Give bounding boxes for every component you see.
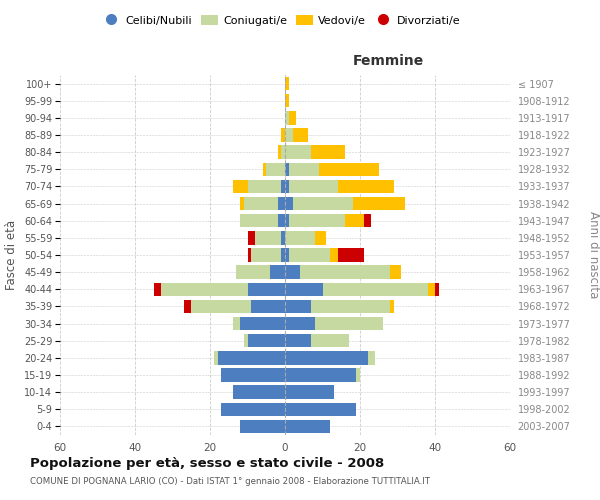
Bar: [277, 146, 281, 159]
Bar: [300, 266, 390, 279]
Bar: [285, 146, 311, 159]
Bar: [285, 111, 289, 124]
Bar: [285, 386, 334, 399]
Bar: [289, 214, 345, 228]
Bar: [289, 248, 330, 262]
Bar: [285, 420, 330, 433]
Bar: [240, 214, 277, 228]
Bar: [285, 94, 289, 108]
Bar: [281, 128, 285, 141]
Bar: [281, 248, 285, 262]
Bar: [315, 231, 326, 244]
Bar: [345, 214, 364, 228]
Bar: [427, 282, 435, 296]
Bar: [285, 214, 289, 228]
Bar: [285, 351, 367, 364]
Bar: [244, 197, 277, 210]
Bar: [240, 317, 285, 330]
Bar: [311, 334, 349, 347]
Bar: [248, 334, 285, 347]
Bar: [218, 351, 285, 364]
Bar: [293, 128, 308, 141]
Bar: [289, 180, 337, 193]
Bar: [161, 282, 248, 296]
Bar: [240, 420, 285, 433]
Bar: [236, 266, 270, 279]
Bar: [337, 180, 394, 193]
Bar: [289, 162, 319, 176]
Bar: [251, 300, 285, 313]
Y-axis label: Anni di nascita: Anni di nascita: [587, 212, 600, 298]
Bar: [266, 162, 285, 176]
Bar: [255, 231, 281, 244]
Bar: [244, 334, 248, 347]
Bar: [281, 146, 285, 159]
Bar: [285, 402, 356, 416]
Bar: [285, 128, 293, 141]
Bar: [277, 197, 285, 210]
Bar: [293, 197, 353, 210]
Bar: [285, 231, 315, 244]
Bar: [285, 368, 356, 382]
Bar: [353, 197, 405, 210]
Bar: [285, 77, 289, 90]
Bar: [337, 248, 364, 262]
Bar: [311, 146, 345, 159]
Bar: [390, 300, 394, 313]
Bar: [154, 282, 161, 296]
Bar: [319, 162, 379, 176]
Bar: [323, 282, 427, 296]
Bar: [251, 248, 281, 262]
Bar: [285, 317, 315, 330]
Legend: Celibi/Nubili, Coniugati/e, Vedovi/e, Divorziati/e: Celibi/Nubili, Coniugati/e, Vedovi/e, Di…: [99, 10, 465, 30]
Bar: [285, 282, 323, 296]
Bar: [221, 402, 285, 416]
Bar: [214, 351, 218, 364]
Bar: [240, 197, 244, 210]
Bar: [356, 368, 360, 382]
Bar: [289, 111, 296, 124]
Text: Popolazione per età, sesso e stato civile - 2008: Popolazione per età, sesso e stato civil…: [30, 458, 384, 470]
Bar: [281, 180, 285, 193]
Bar: [248, 248, 251, 262]
Bar: [285, 266, 300, 279]
Bar: [233, 180, 248, 193]
Bar: [367, 351, 375, 364]
Bar: [248, 231, 255, 244]
Bar: [285, 248, 289, 262]
Text: COMUNE DI POGNANA LARIO (CO) - Dati ISTAT 1° gennaio 2008 - Elaborazione TUTTITA: COMUNE DI POGNANA LARIO (CO) - Dati ISTA…: [30, 478, 430, 486]
Bar: [311, 300, 390, 313]
Bar: [435, 282, 439, 296]
Bar: [233, 386, 285, 399]
Bar: [263, 162, 266, 176]
Bar: [285, 334, 311, 347]
Bar: [285, 162, 289, 176]
Bar: [285, 197, 293, 210]
Bar: [364, 214, 371, 228]
Bar: [315, 317, 383, 330]
Bar: [281, 231, 285, 244]
Text: Femmine: Femmine: [353, 54, 424, 68]
Y-axis label: Fasce di età: Fasce di età: [5, 220, 19, 290]
Bar: [285, 300, 311, 313]
Bar: [390, 266, 401, 279]
Bar: [233, 317, 240, 330]
Bar: [221, 368, 285, 382]
Bar: [184, 300, 191, 313]
Bar: [191, 300, 251, 313]
Bar: [270, 266, 285, 279]
Bar: [285, 180, 289, 193]
Bar: [248, 282, 285, 296]
Bar: [248, 180, 281, 193]
Bar: [277, 214, 285, 228]
Bar: [330, 248, 337, 262]
